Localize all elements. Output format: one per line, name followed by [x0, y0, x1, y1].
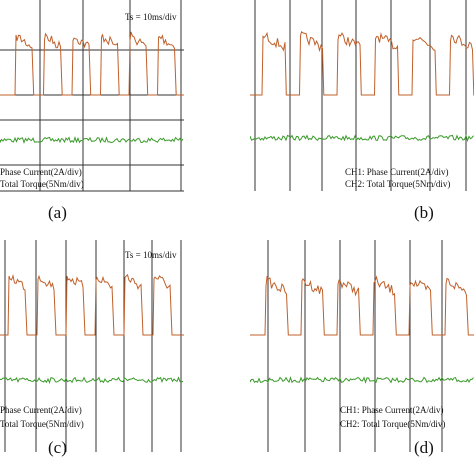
annotation: CH1: Phase Current(2A/div): [345, 167, 449, 177]
current-waveform: [250, 30, 474, 96]
panel-label: (d): [414, 438, 434, 457]
annotation: Total Torque(5Nm/div): [0, 179, 84, 189]
annotation: Ts = 10ms/div: [125, 250, 177, 260]
annotation: CH2: Total Torque(5Nm/div): [340, 419, 445, 429]
current-waveform: [250, 275, 474, 336]
scope-panel: [0, 240, 184, 452]
scope-panel: [0, 0, 184, 192]
annotation: Ts = 10ms/div: [125, 12, 177, 22]
scope-panel: [250, 0, 474, 191]
current-waveform: [0, 273, 184, 336]
annotation: Phase Current(2A/div): [0, 405, 82, 415]
torque-waveform: [0, 376, 184, 384]
current-waveform: [0, 31, 184, 96]
annotation: CH1: Phase Current(2A/div): [340, 405, 444, 415]
annotation: Total Torque(5Nm/div): [0, 419, 84, 429]
panel-label: (b): [414, 203, 434, 222]
annotation: CH2: Total Torque(5Nm/div): [345, 179, 450, 189]
annotation: Phase Current(2A/div): [0, 167, 82, 177]
torque-waveform: [0, 136, 184, 144]
panel-label: (a): [48, 203, 67, 222]
torque-waveform: [250, 375, 474, 384]
torque-waveform: [250, 134, 474, 143]
panel-label: (c): [48, 438, 67, 457]
scope-panel: [250, 240, 474, 452]
